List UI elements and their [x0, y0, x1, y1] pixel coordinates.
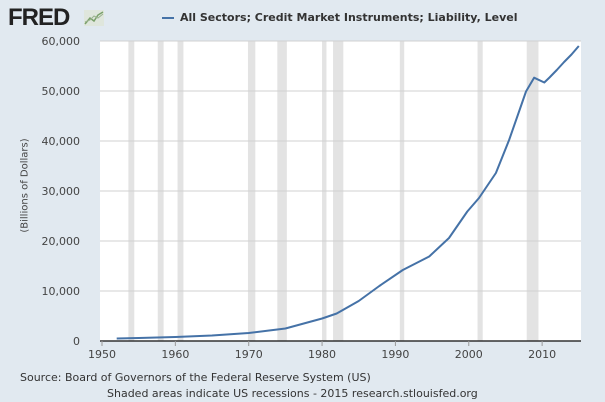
y-tick-label: 0 — [73, 335, 80, 348]
fred-logo: FRED — [8, 4, 70, 31]
series-line-0 — [116, 45, 580, 340]
legend: All Sectors; Credit Market Instruments; … — [162, 11, 517, 24]
source-text: Source: Board of Governors of the Federa… — [20, 371, 371, 384]
y-tick-label: 60,000 — [42, 35, 81, 48]
y-tick-label: 40,000 — [42, 135, 81, 148]
y-tick-label: 10,000 — [42, 285, 81, 298]
legend-swatch — [162, 16, 174, 19]
y-tick-label: 20,000 — [42, 235, 81, 248]
x-tick-label: 2010 — [528, 348, 556, 361]
x-tick-label: 1990 — [381, 348, 409, 361]
x-tick-label: 1980 — [308, 348, 336, 361]
x-tick-label: 1960 — [161, 348, 189, 361]
legend-label: All Sectors; Credit Market Instruments; … — [180, 11, 518, 24]
x-tick-label: 2000 — [455, 348, 483, 361]
x-tick-label: 1950 — [88, 348, 116, 361]
y-tick-label: 50,000 — [42, 85, 81, 98]
fred-graph-icon — [84, 10, 104, 26]
recession-note: Shaded areas indicate US recessions - 20… — [107, 387, 478, 400]
x-tick-label: 1970 — [235, 348, 263, 361]
y-tick-label: 30,000 — [42, 185, 81, 198]
